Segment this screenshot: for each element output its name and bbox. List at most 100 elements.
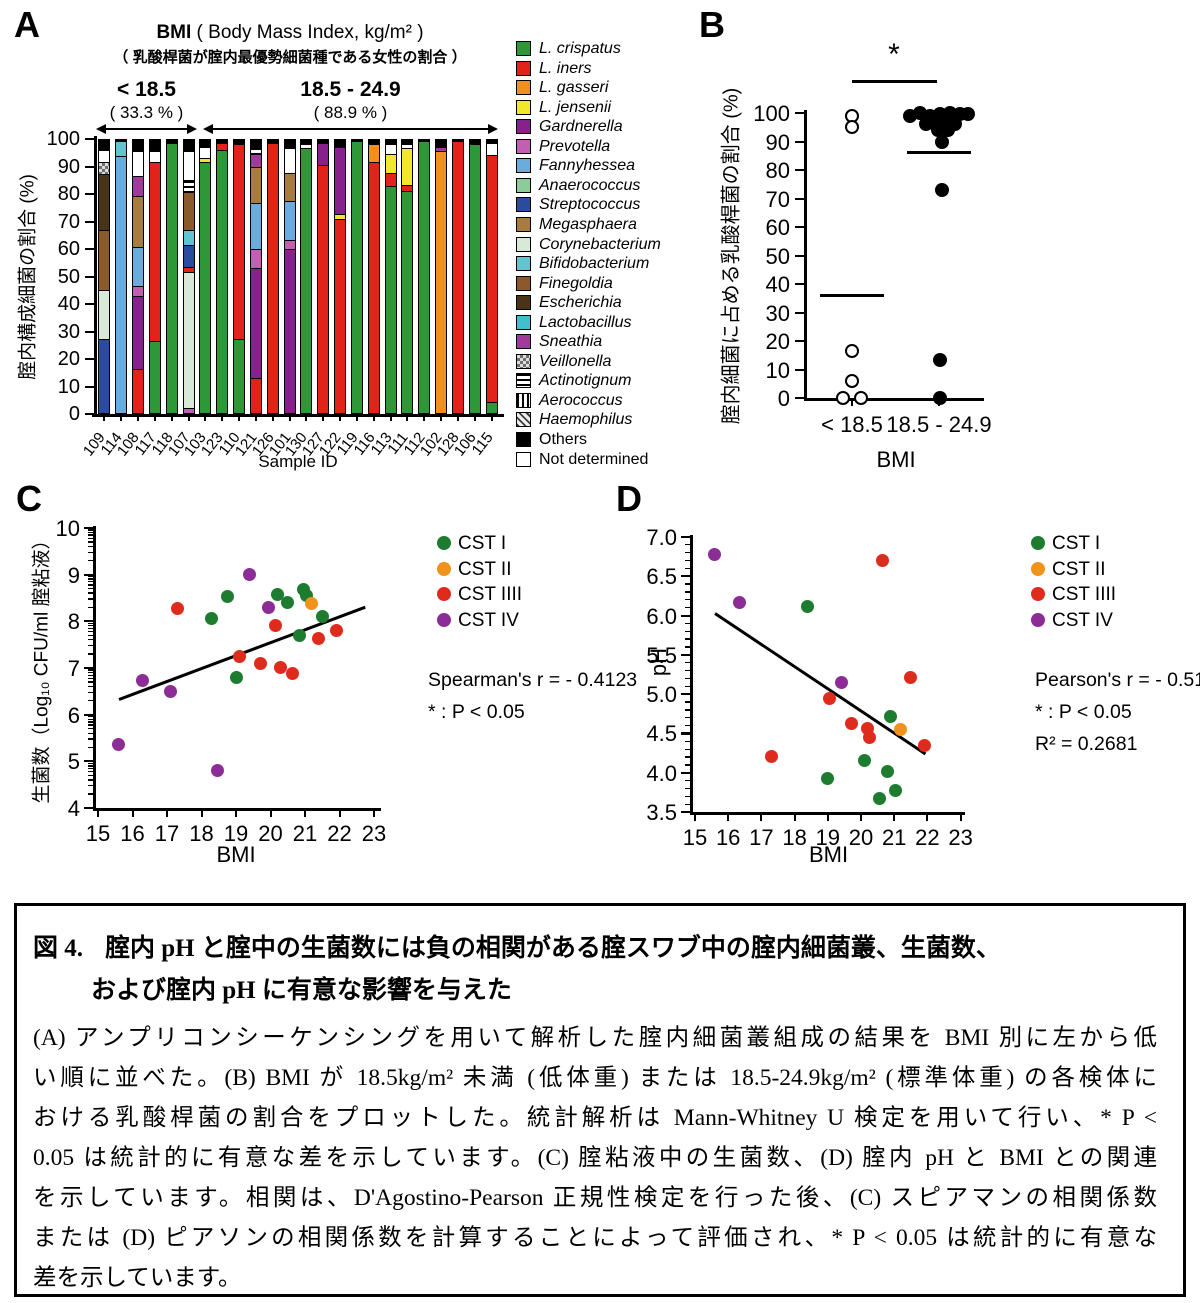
range-arrow-icon: [203, 124, 498, 134]
y-tick: [85, 303, 94, 306]
x-tick: [187, 417, 190, 421]
bar-segment-Not_determined: [301, 144, 312, 149]
y-minor-tick: [88, 785, 93, 787]
y-minor-tick: [88, 674, 93, 676]
panel-a-title-bold: BMI: [156, 22, 192, 43]
bar-segment-L_crispatus: [166, 142, 177, 413]
scatter-point-cst-ii: [894, 722, 908, 736]
y-tick: [85, 193, 94, 196]
range-arrow-icon: [96, 124, 197, 134]
x-tick: [153, 417, 156, 421]
bar-segment-Not_determined: [149, 150, 160, 162]
category-label: < 18.5: [821, 412, 883, 437]
legend-item: Lactobacillus: [516, 314, 700, 333]
panel-d-label: D: [616, 478, 642, 519]
bar-segment-Others: [99, 140, 110, 150]
bar-segment-Bifidobacterium: [116, 141, 127, 157]
bar-segment-L_crispatus: [385, 186, 396, 413]
scatter-point-cst-i: [884, 710, 898, 724]
panel-d-scatter-plot: 3.5 4.0 4.5 5.0 5.5 6.0 6.5 7.0 15 16 17 18 19 20 21 22…: [646, 525, 972, 850]
stacked-bar: [350, 139, 363, 414]
bar-segment-Prevotella: [183, 407, 194, 413]
arrow-line: [211, 128, 490, 131]
bar-segment-Fannyhessea: [250, 202, 261, 250]
bar-segment-L_iners: [486, 155, 497, 403]
data-point-open: [845, 343, 859, 358]
x-tick: [423, 417, 426, 421]
y-minor-tick: [88, 716, 93, 718]
legend-label: Bifidobacterium: [539, 255, 650, 273]
y-tick-label: 20: [57, 348, 80, 370]
y-tick-label: 7.0: [646, 524, 677, 550]
stacked-bar: [249, 139, 262, 414]
x-tick: [373, 811, 375, 817]
y-minor-tick: [685, 803, 690, 805]
y-minor-tick: [88, 771, 93, 773]
bar-segment-Prevotella: [250, 249, 261, 269]
y-tick: [681, 771, 690, 774]
legend-swatch-L_iners: [516, 60, 531, 76]
scatter-point-cst-iiii: [876, 553, 890, 567]
legend-label: Escherichia: [539, 294, 622, 312]
y-minor-tick: [88, 767, 93, 770]
arrow-head-right-icon: [488, 124, 498, 134]
stacked-bar: [199, 139, 212, 414]
y-tick-label: 50: [57, 265, 80, 288]
bar-segment-Gardnerella: [133, 295, 144, 370]
scatter-point-cst-ii: [305, 597, 319, 611]
bar-segment-Sneathia: [133, 175, 144, 196]
data-point-filled: [935, 134, 949, 149]
bar-segment-Streptococcus: [183, 245, 194, 267]
y-tick: [84, 760, 93, 763]
legend-swatch-Anaerococcus: [516, 177, 531, 193]
x-tick: [406, 417, 409, 421]
bar-segment-Streptococcus: [99, 339, 110, 413]
y-tick: [85, 413, 94, 416]
y-minor-tick: [88, 645, 93, 647]
scatter-point-cst-iiii: [917, 738, 931, 752]
panel-a-title-rest: ( Body Mass Index, kg/m² ): [191, 22, 424, 43]
caption-body: (A) アンプリコンシーケンシングを用いて解析した腟内細菌叢組成の結果を BMI…: [33, 1018, 1157, 1298]
caption-body-line: 0.05 は統計的に有意な差を示しています。(C) 腟粘液中の生菌数、(D) 腟…: [33, 1145, 1157, 1171]
legend-label: L. jensenii: [539, 98, 612, 116]
y-tick: [681, 614, 690, 617]
panel-a-label: A: [14, 4, 40, 45]
caption-title-line2: および腟内 pH に有意な影響を与えた: [91, 977, 512, 1004]
x-tick: [926, 815, 929, 821]
x-tick-label: 19: [815, 825, 841, 850]
bar-segment-L_crispatus: [402, 190, 413, 413]
bar-segment-Others: [436, 140, 447, 147]
x-tick: [235, 811, 237, 817]
arrow-head-left-icon: [96, 124, 106, 134]
y-tick: [681, 811, 690, 814]
panel-a-subtitle: （ 乳酸桿菌が腟内最優勢細菌種である女性の割合 ）: [113, 49, 467, 66]
legend-label: CST II: [1052, 558, 1106, 580]
legend-swatch-Others: [516, 432, 531, 447]
legend-swatch-Escherichia: [516, 295, 531, 311]
legend-swatch-L_gasseri: [516, 80, 531, 96]
bar-segment-L_iners: [267, 142, 278, 413]
legend-item: Streptococcus: [516, 196, 700, 215]
panel-c-stats: Spearman's r = - 0.4123 * : P < 0.05: [428, 664, 637, 728]
bar-segment-Others: [469, 140, 480, 145]
y-minor-tick: [88, 559, 93, 562]
y-minor-tick: [88, 581, 93, 583]
legend-swatch-L_crispatus: [516, 41, 531, 56]
data-point-filled: [941, 123, 955, 138]
legend-swatch-L_jensenii: [516, 99, 531, 115]
x-tick-label: 21: [292, 821, 318, 846]
panel-c-scatter-plot: 4 5 6 7 8 9 10 15 16 17 18 19 20 21 22 23: [56, 516, 387, 846]
y-minor-tick: [88, 584, 93, 586]
x-tick: [694, 815, 696, 821]
scatter-point-cst-iv: [708, 547, 722, 561]
panel-a-xlabel: Sample ID: [258, 452, 338, 471]
y-tick: [795, 368, 804, 371]
stacked-bar: [216, 139, 229, 414]
scatter-point-cst-iv: [834, 675, 848, 689]
legend-label: CST I: [458, 533, 507, 554]
bar-segment-Not_determined: [99, 149, 110, 162]
y-tick-label: 6.5: [646, 564, 677, 590]
stats-line: R² = 0.2681: [1035, 733, 1138, 755]
y-tick-label: 100: [753, 101, 790, 126]
scatter-point-cst-iiii: [862, 730, 876, 744]
